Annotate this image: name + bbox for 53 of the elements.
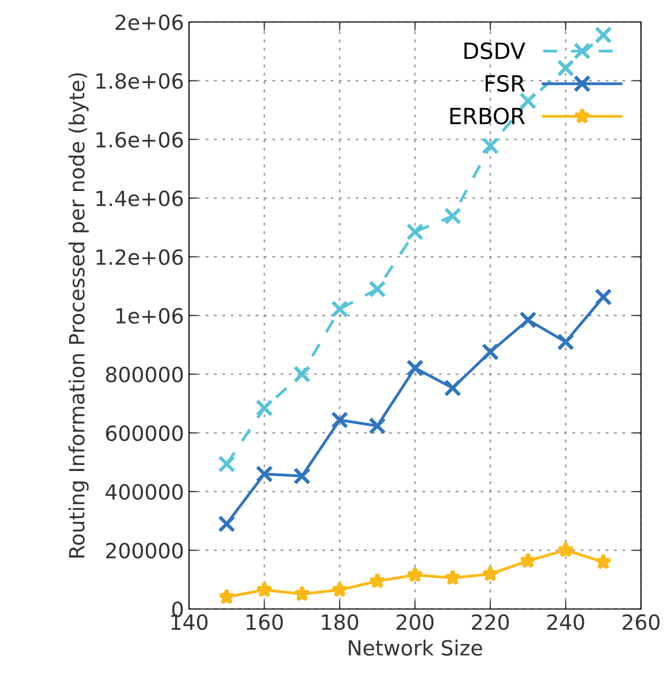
point [330,300,348,318]
legend-label: DSDV [464,42,526,60]
y-tick-label: 2e+06 [116,14,183,30]
x-tick-label: 200 [396,614,434,630]
point [293,366,311,383]
point [294,585,310,602]
legend-label: ERBOR [450,108,525,124]
point [330,411,348,429]
point [256,581,273,598]
point [519,311,537,329]
point [406,359,424,377]
point [594,26,612,44]
point [444,379,462,397]
point [594,553,612,570]
point [557,541,574,558]
point [293,467,311,485]
point [368,280,386,298]
y-tick-label: 1.2e+06 [96,249,183,266]
point [406,223,424,241]
x-tick-label: 220 [472,614,509,630]
point [482,565,499,582]
y-tick-label: 1e+06 [116,308,183,324]
point [406,566,424,582]
y-tick-label: 400000 [106,484,183,500]
point [218,515,236,533]
point [256,465,274,483]
y-tick-label: 1.8e+06 [96,73,183,89]
x-tick-label: 180 [322,614,358,630]
y-tick-label: 600000 [106,425,183,442]
point [520,552,536,568]
point [256,399,274,417]
y-tick-label: 1.6e+06 [96,132,183,148]
x-axis-title: Network Size [348,640,482,656]
x-tick-label: 160 [246,614,283,630]
x-tick-label: 260 [622,614,660,630]
y-axis-title: Routing Information Processed per node (byte) [68,73,89,558]
y-tick-label: 800000 [106,366,183,382]
point [556,333,574,351]
point [594,288,612,306]
point [218,455,236,473]
point [444,569,462,586]
x-tick-label: 240 [547,614,584,630]
y-tick-label: 1.4e+06 [96,190,183,206]
y-tick-label: 200000 [106,542,183,559]
point [482,343,500,361]
point [444,207,462,225]
point [482,137,500,155]
point [556,59,574,77]
point [368,417,386,435]
legend-label: FSR [486,75,525,92]
point [368,572,386,588]
point [218,588,236,604]
point [331,581,348,598]
